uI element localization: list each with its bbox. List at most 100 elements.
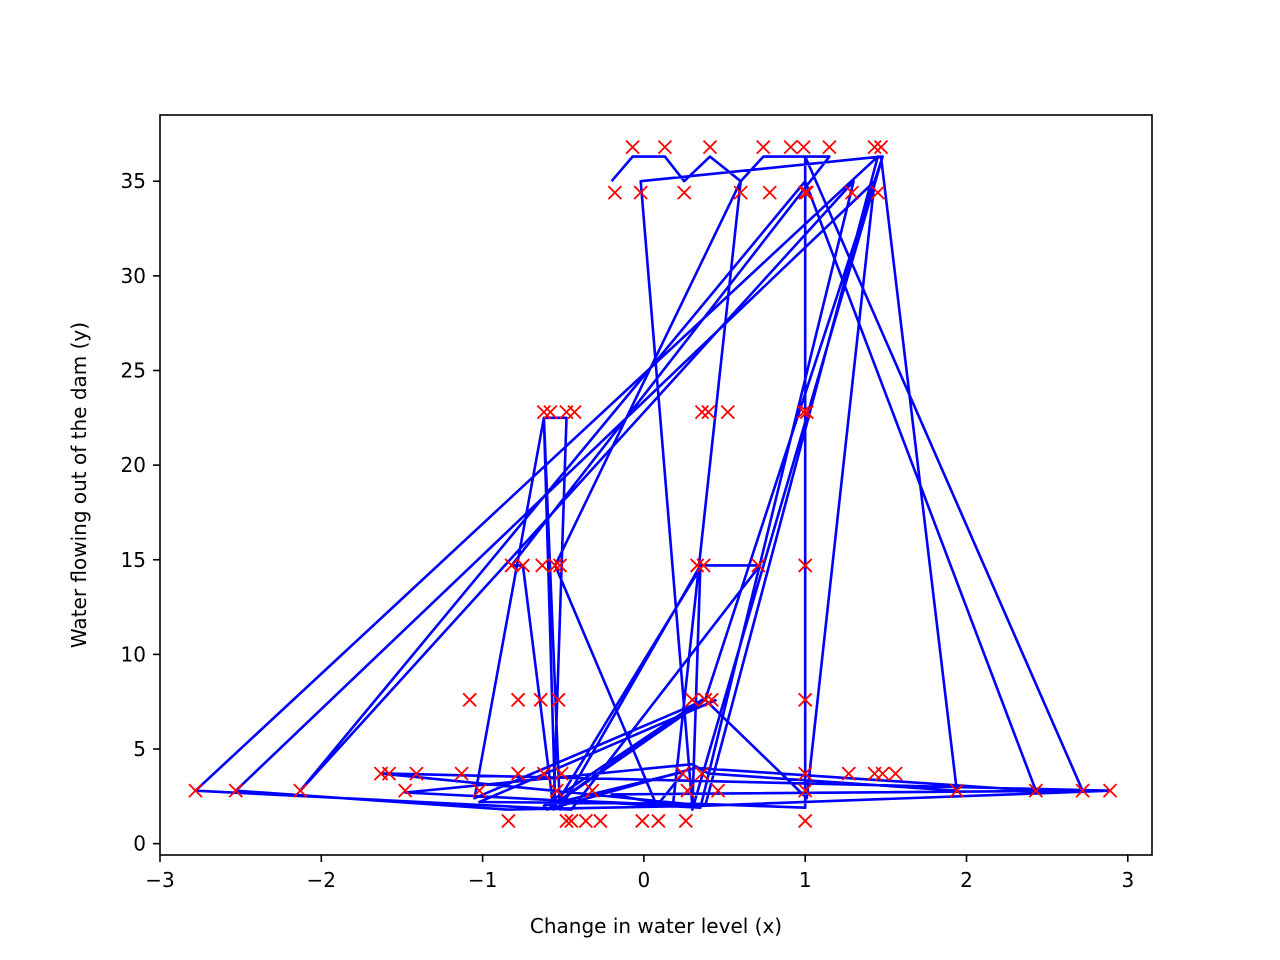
data-point-marker bbox=[651, 813, 666, 829]
data-point-marker bbox=[549, 783, 564, 798]
data-point-marker bbox=[696, 558, 711, 573]
data-point-marker bbox=[873, 140, 889, 155]
data-point-marker bbox=[536, 404, 552, 420]
data-point-marker bbox=[543, 404, 558, 420]
y-tick-label: 25 bbox=[121, 358, 146, 382]
y-tick-label: 30 bbox=[121, 264, 146, 288]
data-point-marker bbox=[554, 766, 569, 781]
data-point-marker bbox=[675, 766, 690, 781]
x-tick-label: 1 bbox=[799, 868, 812, 892]
data-point-marker bbox=[462, 692, 477, 707]
data-point-marker bbox=[593, 813, 608, 829]
data-point-marker bbox=[567, 404, 582, 420]
data-point-marker bbox=[783, 140, 798, 155]
data-point-marker bbox=[867, 140, 882, 155]
data-point-marker bbox=[578, 813, 593, 829]
data-point-marker bbox=[796, 404, 811, 420]
data-point-marker bbox=[535, 558, 550, 573]
data-point-marker bbox=[228, 783, 243, 798]
data-point-marker bbox=[510, 766, 526, 781]
data-point-marker bbox=[870, 185, 885, 200]
data-point-marker bbox=[798, 813, 813, 829]
data-point-marker bbox=[751, 558, 766, 573]
x-tick-label: −2 bbox=[307, 868, 336, 892]
data-point-marker bbox=[293, 783, 308, 798]
data-point-marker bbox=[678, 813, 693, 829]
data-point-marker bbox=[533, 692, 548, 707]
data-point-marker bbox=[515, 558, 531, 573]
data-point-marker bbox=[504, 558, 519, 573]
data-point-marker bbox=[822, 140, 837, 155]
data-point-marker bbox=[710, 783, 726, 798]
y-tick-label: 5 bbox=[133, 737, 146, 761]
line-series bbox=[194, 155, 1112, 811]
data-point-marker bbox=[888, 766, 903, 781]
data-point-marker bbox=[798, 185, 813, 200]
data-point-marker bbox=[585, 783, 600, 798]
data-point-marker bbox=[1102, 783, 1118, 798]
data-point-marker bbox=[694, 404, 710, 420]
data-point-marker bbox=[798, 766, 813, 781]
plot-area-frame bbox=[159, 114, 1153, 856]
data-point-marker bbox=[762, 185, 777, 200]
data-point-marker bbox=[551, 692, 566, 707]
data-point-marker bbox=[1075, 783, 1090, 798]
data-point-marker bbox=[875, 766, 890, 781]
data-point-marker bbox=[559, 813, 574, 829]
data-point-marker bbox=[657, 140, 673, 155]
data-point-marker bbox=[454, 766, 469, 781]
data-point-marker bbox=[564, 813, 579, 829]
data-point-marker bbox=[689, 558, 705, 573]
data-point-marker bbox=[844, 185, 860, 200]
data-point-marker bbox=[510, 692, 526, 707]
data-point-marker bbox=[381, 766, 397, 781]
data-point-marker bbox=[704, 692, 719, 707]
y-axis-label: Water flowing out of the dam (y) bbox=[67, 322, 91, 648]
data-point-marker bbox=[733, 185, 748, 200]
x-axis: −3 −2 −1 0 1 2 3 bbox=[145, 855, 1134, 892]
data-point-marker bbox=[685, 692, 700, 707]
x-tick-label: 3 bbox=[1121, 868, 1134, 892]
y-tick-label: 0 bbox=[133, 832, 146, 856]
y-tick-label: 15 bbox=[121, 548, 146, 572]
data-point-marker bbox=[702, 140, 718, 155]
data-point-marker bbox=[680, 783, 695, 798]
data-point-marker bbox=[1028, 783, 1043, 798]
data-point-marker bbox=[409, 766, 424, 781]
data-point-marker bbox=[677, 185, 692, 200]
data-point-marker bbox=[799, 185, 814, 200]
y-tick-label: 35 bbox=[121, 169, 146, 193]
data-point-marker bbox=[799, 404, 814, 420]
data-point-marker bbox=[949, 783, 964, 798]
x-tick-label: 2 bbox=[960, 868, 973, 892]
x-tick-label: −3 bbox=[145, 868, 174, 892]
data-point-marker bbox=[607, 185, 623, 200]
data-point-marker bbox=[472, 783, 487, 798]
data-point-marker bbox=[536, 766, 552, 781]
data-point-marker bbox=[796, 140, 811, 155]
x-tick-label: 0 bbox=[638, 868, 651, 892]
data-point-marker bbox=[633, 185, 648, 200]
data-point-marker bbox=[501, 813, 516, 829]
data-point-marker bbox=[798, 692, 813, 707]
data-point-marker bbox=[756, 140, 771, 155]
data-point-marker bbox=[552, 558, 568, 573]
data-point-marker bbox=[720, 404, 735, 420]
data-point-marker bbox=[625, 140, 640, 155]
x-axis-label: Change in water level (x) bbox=[530, 914, 782, 938]
data-point-marker bbox=[548, 558, 563, 573]
data-point-marker bbox=[398, 783, 413, 798]
x-tick-label: −1 bbox=[468, 868, 497, 892]
data-point-marker bbox=[635, 813, 650, 829]
y-axis: 0 5 10 15 20 25 30 35 bbox=[121, 169, 160, 856]
data-point-marker bbox=[701, 404, 716, 420]
data-point-marker bbox=[694, 766, 710, 781]
y-tick-label: 20 bbox=[121, 453, 146, 477]
scatter-series bbox=[188, 140, 1118, 829]
data-point-marker bbox=[698, 692, 713, 707]
data-point-marker bbox=[188, 783, 203, 798]
data-point-marker bbox=[798, 783, 813, 798]
y-tick-label: 10 bbox=[121, 642, 146, 666]
data-point-marker bbox=[841, 766, 856, 781]
